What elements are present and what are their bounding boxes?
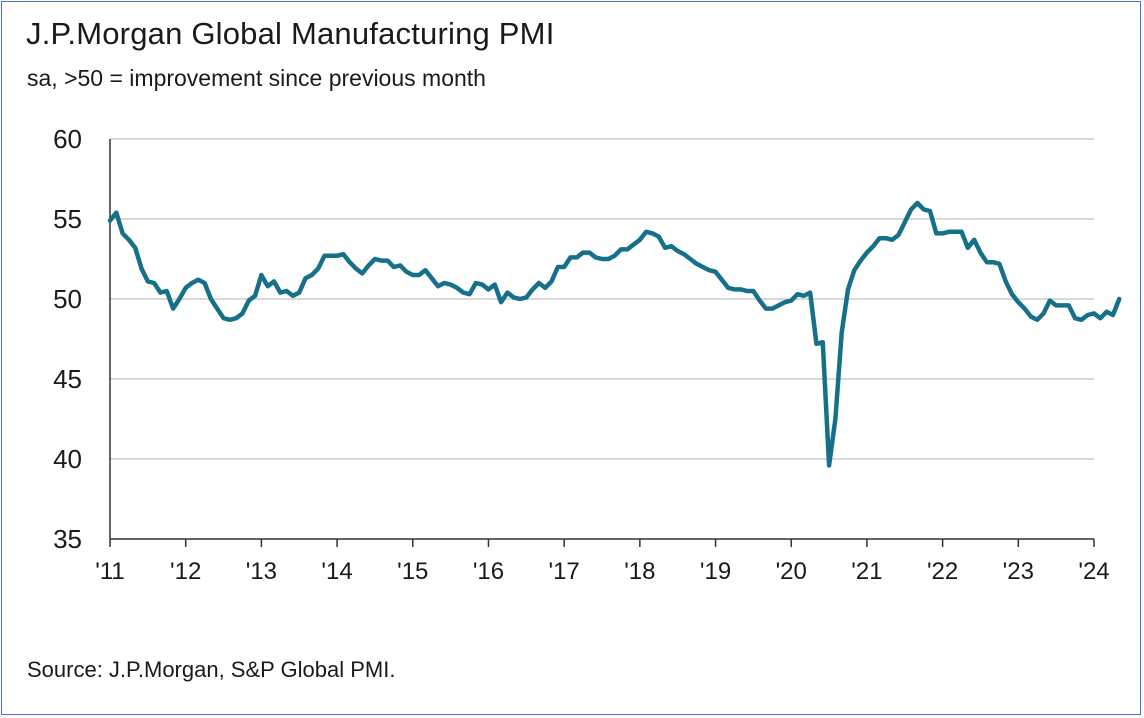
y-tick-label: 35 xyxy=(53,524,82,554)
y-tick-label: 55 xyxy=(53,204,82,234)
series-line-0 xyxy=(107,200,1122,468)
x-tick-label: '21 xyxy=(851,558,882,585)
x-tick-label: '22 xyxy=(927,558,958,585)
x-tick-label: '23 xyxy=(1003,558,1034,585)
x-tick-label: '11 xyxy=(95,558,125,585)
x-tick-label: '12 xyxy=(170,558,201,585)
y-tick-labels: 35 40 45 50 55 60 xyxy=(53,124,82,554)
chart-title: J.P.Morgan Global Manufacturing PMI xyxy=(26,16,555,51)
x-tick-label: '24 xyxy=(1078,558,1109,585)
x-tick-label: '20 xyxy=(776,558,807,585)
y-tick-label: 40 xyxy=(53,444,82,474)
gridlines xyxy=(110,138,1094,460)
x-tick-label: '19 xyxy=(700,558,731,585)
x-tick-label: '17 xyxy=(549,558,580,585)
y-tick-label: 50 xyxy=(53,284,82,314)
y-tick-label: 60 xyxy=(53,124,82,154)
x-tick-label: '18 xyxy=(624,558,655,585)
chart-subtitle: sa, >50 = improvement since previous mon… xyxy=(27,65,486,91)
x-tick-label: '16 xyxy=(473,558,504,585)
x-tick-labels: '11 '12 '13 '14 '15 '16 '17 '18 '19 '20 '21 '22 '23 '… xyxy=(95,558,1109,585)
y-tick-label: 45 xyxy=(53,364,82,394)
x-tick-label: '15 xyxy=(397,558,428,585)
x-tick-label: '14 xyxy=(321,558,352,585)
source-note: Source: J.P.Morgan, S&P Global PMI. xyxy=(27,657,396,682)
axes xyxy=(109,139,1095,547)
series-group xyxy=(107,200,1122,468)
x-tick-label: '13 xyxy=(246,558,277,585)
